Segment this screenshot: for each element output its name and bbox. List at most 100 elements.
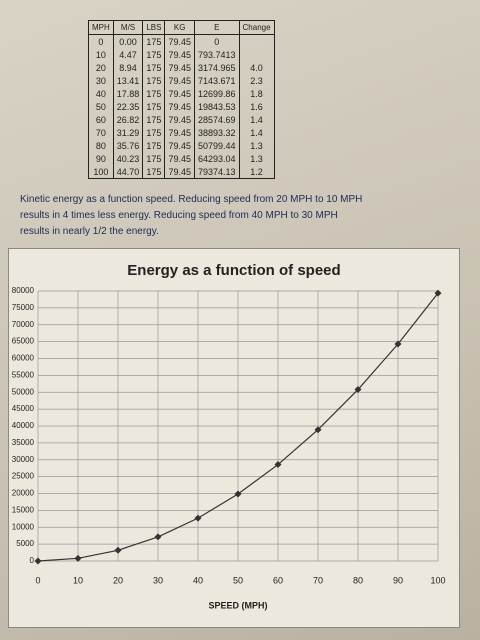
table-cell: 80	[88, 139, 114, 152]
y-tick-label: 40000	[12, 421, 35, 430]
x-tick-label: 60	[273, 575, 283, 585]
table-cell: 26.82	[112, 113, 144, 126]
table-row: 30 13.41 175 79.45 7143.671 2.3	[88, 74, 275, 87]
table-cell: 40.23	[112, 152, 144, 165]
y-tick-label: 5000	[16, 539, 34, 548]
data-point	[34, 557, 42, 565]
table-cell: 17.88	[112, 87, 144, 100]
table-cell: 79374.13	[193, 165, 240, 179]
table-cell: 175	[142, 100, 166, 113]
x-tick-label: 100	[430, 575, 445, 585]
table-cell: 90	[88, 152, 114, 165]
data-point	[434, 289, 442, 297]
table-row: 60 26.82 175 79.45 28574.69 1.4	[88, 113, 275, 126]
table-cell: 38893.32	[193, 126, 240, 139]
x-tick-label: 50	[233, 575, 243, 585]
y-tick-label: 45000	[12, 404, 35, 413]
table-cell: 50	[88, 100, 114, 113]
table-row: 50 22.35 175 79.45 19843.53 1.6	[88, 100, 275, 113]
y-tick-label: 15000	[12, 505, 35, 514]
table-cell: 79.45	[164, 100, 195, 113]
table-cell: 175	[142, 165, 166, 179]
table-cell: 79.45	[164, 126, 195, 139]
table-cell: 100	[88, 165, 114, 179]
data-point	[274, 461, 282, 469]
table-cell: 20	[88, 61, 114, 74]
table-row: 100 44.70 175 79.45 79374.13 1.2	[88, 165, 275, 179]
x-tick-label: 10	[73, 575, 83, 585]
table-cell: 0	[193, 34, 240, 48]
table-cell: 175	[142, 34, 166, 48]
table-cell: 175	[142, 61, 166, 74]
table-cell: 175	[142, 139, 166, 152]
table-cell: 44.70	[112, 165, 144, 179]
table-cell: 1.8	[238, 87, 275, 100]
y-tick-label: 65000	[12, 337, 35, 346]
table-cell: 8.94	[112, 61, 144, 74]
table-cell	[238, 34, 275, 48]
table-cell: 1.3	[238, 139, 275, 152]
table-cell: 793.7413	[193, 48, 240, 61]
table-cell: 28574.69	[193, 113, 240, 126]
data-point	[394, 340, 402, 348]
table-cell: 79.45	[164, 87, 195, 100]
data-point	[194, 514, 202, 522]
table-cell: 60	[88, 113, 114, 126]
table-cell: 31.29	[112, 126, 144, 139]
table-cell: 3174.965	[193, 61, 240, 74]
caption-line: Kinetic energy as a function speed. Redu…	[20, 194, 363, 205]
caption-line: results in nearly 1/2 the energy.	[20, 226, 159, 237]
table-cell: 175	[142, 74, 166, 87]
table-cell: 79.45	[164, 152, 195, 165]
table-cell: 35.76	[112, 139, 144, 152]
y-tick-label: 35000	[12, 438, 35, 447]
data-point	[154, 533, 162, 541]
table-cell: 1.2	[238, 165, 275, 179]
table-cell: 1.6	[238, 100, 275, 113]
table-row: 40 17.88 175 79.45 12699.86 1.8	[88, 87, 275, 100]
table-cell: 4.47	[112, 48, 144, 61]
table-cell: 79.45	[164, 139, 195, 152]
table-cell: 64293.04	[193, 152, 240, 165]
table-row: 10 4.47 175 79.45 793.7413	[88, 48, 275, 61]
table-row: 0 0.00 175 79.45 0	[88, 34, 275, 48]
y-tick-label: 60000	[12, 354, 35, 363]
table-cell: 1.3	[238, 152, 275, 165]
y-tick-label: 0	[30, 556, 35, 565]
table-cell: 12699.86	[193, 87, 240, 100]
table-cell: 40	[88, 87, 114, 100]
y-tick-label: 20000	[12, 489, 35, 498]
table-cell: 175	[142, 87, 166, 100]
table-cell: 79.45	[164, 113, 195, 126]
table-cell: 175	[142, 152, 166, 165]
table-cell: 7143.671	[193, 74, 240, 87]
chart: Energy as a function of speed SPEED (MPH…	[8, 248, 460, 628]
table-cell: 2.3	[238, 74, 275, 87]
x-axis-label: SPEED (MPH)	[208, 600, 267, 610]
table-cell: 0.00	[112, 34, 144, 48]
table-cell: 4.0	[238, 61, 275, 74]
column-header: E	[193, 20, 240, 35]
table-cell: 22.35	[112, 100, 144, 113]
x-tick-label: 20	[113, 575, 123, 585]
column-header: Change	[238, 20, 275, 35]
table-cell: 30	[88, 74, 114, 87]
y-tick-label: 55000	[12, 370, 35, 379]
caption-line: results in 4 times less energy. Reducing…	[20, 210, 338, 221]
data-point	[74, 554, 82, 562]
table-cell: 50799.44	[193, 139, 240, 152]
table-cell: 10	[88, 48, 114, 61]
table-cell: 79.45	[164, 48, 195, 61]
table-cell: 79.45	[164, 61, 195, 74]
data-point	[314, 426, 322, 434]
table-cell	[238, 48, 275, 61]
column-header: LBS	[142, 20, 166, 35]
table-cell: 0	[88, 34, 114, 48]
y-tick-label: 10000	[12, 522, 35, 531]
y-tick-label: 50000	[12, 387, 35, 396]
y-tick-label: 70000	[12, 320, 35, 329]
table-row: 70 31.29 175 79.45 38893.32 1.4	[88, 126, 275, 139]
x-tick-label: 40	[193, 575, 203, 585]
x-tick-label: 70	[313, 575, 323, 585]
